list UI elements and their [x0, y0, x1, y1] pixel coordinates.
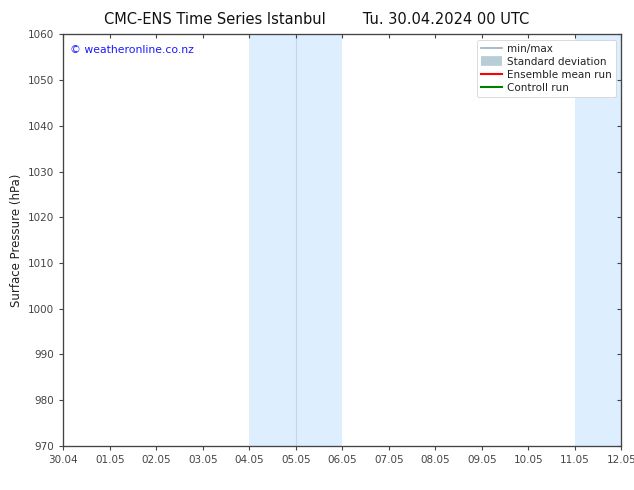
Bar	[249, 34, 296, 446]
Bar	[575, 34, 621, 446]
Text: © weatheronline.co.nz: © weatheronline.co.nz	[70, 45, 194, 54]
Legend: min/max, Standard deviation, Ensemble mean run, Controll run: min/max, Standard deviation, Ensemble me…	[477, 40, 616, 97]
Y-axis label: Surface Pressure (hPa): Surface Pressure (hPa)	[10, 173, 23, 307]
Bar	[296, 34, 342, 446]
Text: CMC-ENS Time Series Istanbul        Tu. 30.04.2024 00 UTC: CMC-ENS Time Series Istanbul Tu. 30.04.2…	[105, 12, 529, 27]
